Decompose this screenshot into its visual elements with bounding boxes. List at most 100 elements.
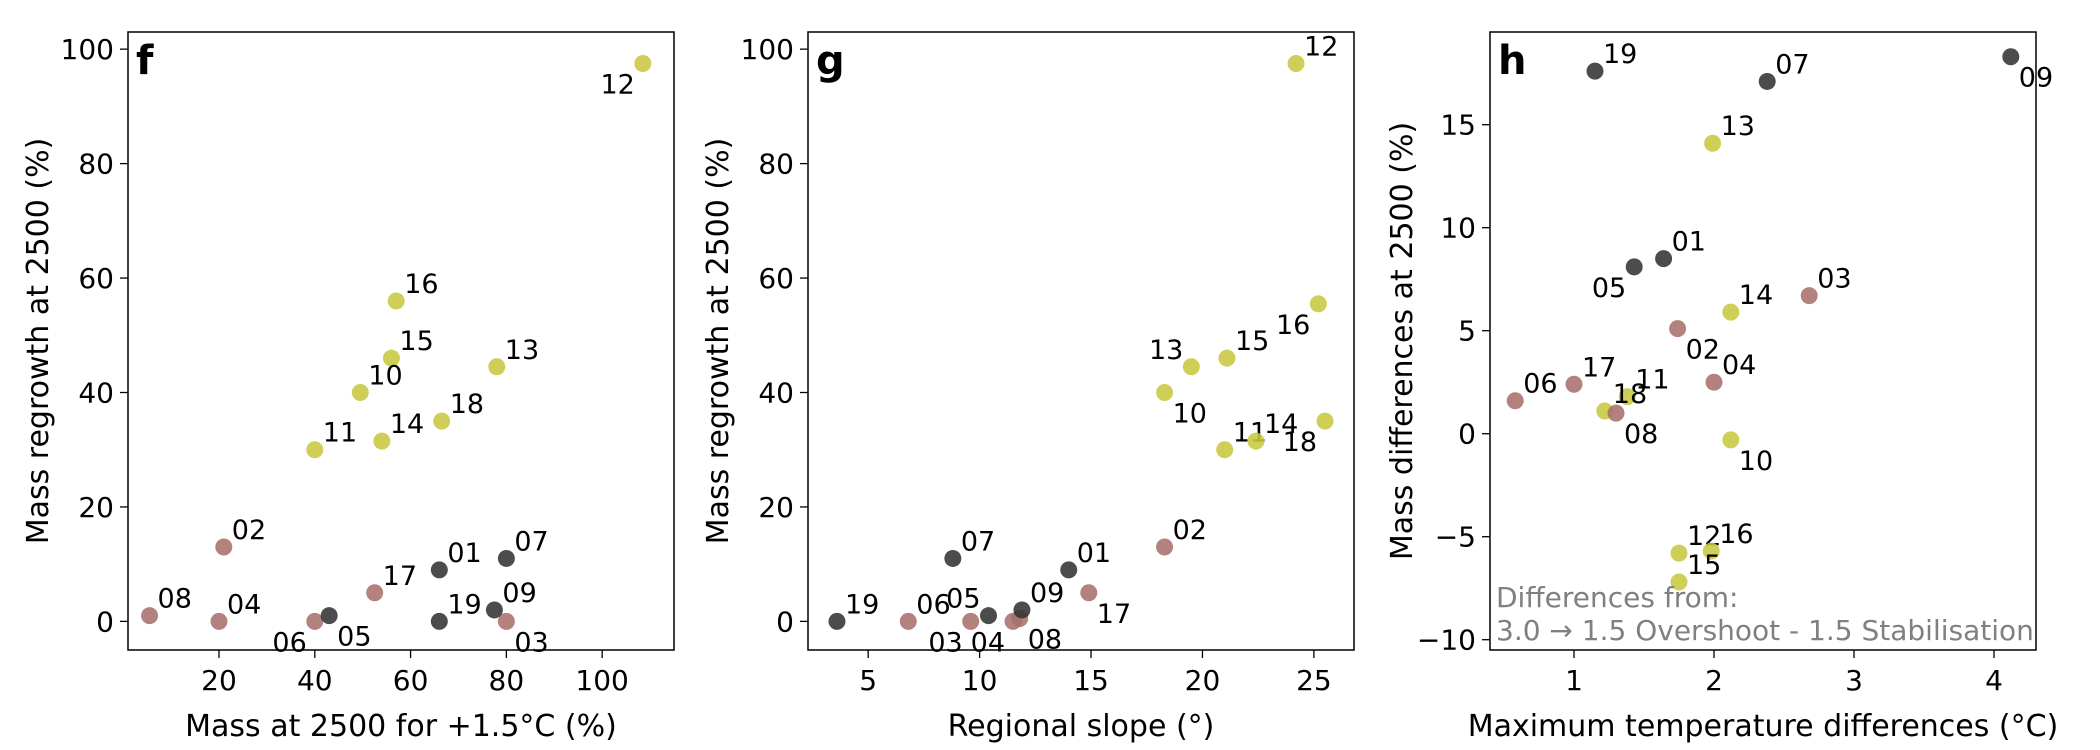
y-tick: 60: [758, 262, 808, 295]
x-tick-label: 15: [1073, 664, 1109, 697]
point-label-16: 16: [1276, 310, 1310, 341]
point-label-04: 04: [227, 589, 261, 620]
x-tick: 4: [1985, 650, 2003, 697]
y-tick-label: 60: [758, 262, 794, 295]
data-point-18: [1316, 412, 1334, 430]
x-tick-label: 80: [489, 664, 525, 697]
annotation-line-1: Differences from:: [1496, 581, 1738, 614]
point-label-19: 19: [447, 589, 481, 620]
data-point-07: [1758, 72, 1776, 90]
x-tick: 80: [489, 650, 525, 697]
point-label-07: 07: [961, 526, 995, 557]
x-tick-label: 20: [1185, 664, 1221, 697]
x-axis-label: Maximum temperature differences (°C): [1468, 709, 2059, 744]
y-axis-label: Mass differences at 2500 (%): [1385, 122, 1420, 560]
x-tick: 10: [962, 650, 998, 697]
data-point-02: [1669, 320, 1687, 338]
point-label-13: 13: [1149, 335, 1183, 366]
point-label-06: 06: [272, 627, 306, 658]
data-point-11: [1216, 441, 1234, 459]
point-label-10: 10: [1173, 399, 1207, 430]
data-point-12: [1670, 544, 1688, 562]
y-tick: 100: [741, 33, 808, 66]
x-tick-label: 5: [859, 664, 877, 697]
point-label-01: 01: [1077, 538, 1111, 569]
data-point-08: [141, 607, 159, 625]
data-point-19: [430, 612, 448, 630]
y-tick: −5: [1435, 521, 1490, 554]
point-label-08: 08: [1624, 419, 1658, 450]
data-point-13: [1182, 358, 1200, 376]
data-point-11: [1618, 388, 1636, 406]
y-tick: 60: [78, 262, 128, 295]
annotation-line-2: 3.0 → 1.5 Overshoot - 1.5 Stabilisation: [1496, 614, 2034, 647]
data-point-04: [1705, 373, 1723, 391]
y-tick: 20: [78, 491, 128, 524]
x-tick-label: 1: [1565, 664, 1583, 697]
point-label-14: 14: [1264, 409, 1298, 440]
point-label-12: 12: [601, 69, 635, 100]
x-tick-label: 25: [1296, 664, 1332, 697]
x-tick-label: 10: [962, 664, 998, 697]
x-tick: 100: [575, 650, 629, 697]
data-point-06: [899, 612, 917, 630]
data-point-07: [944, 549, 962, 567]
data-point-09: [485, 601, 503, 619]
point-label-02: 02: [1173, 515, 1207, 546]
data-point-01: [1655, 250, 1673, 268]
point-label-13: 13: [1721, 111, 1755, 142]
data-point-17: [1565, 375, 1583, 393]
data-point-09: [1013, 601, 1031, 619]
point-label-13: 13: [505, 335, 539, 366]
y-tick: 20: [758, 491, 808, 524]
data-point-19: [828, 612, 846, 630]
point-label-06: 06: [1523, 369, 1557, 400]
point-label-09: 09: [502, 578, 536, 609]
x-tick: 20: [201, 650, 237, 697]
x-tick: 3: [1845, 650, 1863, 697]
point-label-04: 04: [971, 627, 1005, 658]
point-label-15: 15: [399, 326, 433, 357]
point-label-03: 03: [1817, 264, 1851, 295]
y-tick-label: 60: [78, 262, 114, 295]
x-tick: 25: [1296, 650, 1332, 697]
data-point-04: [210, 612, 228, 630]
y-tick-label: 80: [758, 148, 794, 181]
data-point-10: [351, 384, 369, 401]
data-point-08: [1607, 404, 1625, 422]
y-tick-label: 20: [758, 491, 794, 524]
plot-frame: [807, 31, 1355, 651]
data-point-12: [1287, 54, 1305, 72]
point-label-17: 17: [1097, 599, 1131, 630]
point-label-01: 01: [1672, 227, 1706, 258]
y-tick-label: 0: [776, 605, 794, 638]
point-label-16: 16: [1719, 519, 1753, 550]
x-tick: 15: [1073, 650, 1109, 697]
point-label-18: 18: [450, 389, 484, 420]
point-label-11: 11: [1635, 365, 1669, 396]
point-label-02: 02: [232, 515, 266, 546]
data-point-13: [488, 358, 506, 376]
y-tick: 40: [78, 377, 128, 410]
point-label-06: 06: [916, 589, 950, 620]
y-tick-label: −5: [1435, 521, 1476, 554]
data-point-15: [1670, 573, 1688, 591]
y-axis-label: Mass regrowth at 2500 (%): [701, 138, 736, 545]
data-point-10: [1156, 384, 1174, 401]
x-tick: 20: [1185, 650, 1221, 697]
data-point-12: [634, 54, 652, 72]
x-tick: 60: [393, 650, 428, 697]
data-point-03: [1800, 287, 1818, 305]
data-point-17: [1080, 584, 1098, 602]
point-label-16: 16: [404, 269, 438, 300]
data-point-02: [215, 538, 233, 556]
y-tick-label: 0: [1458, 418, 1476, 451]
point-label-09: 09: [2019, 63, 2053, 94]
y-tick-label: −10: [1417, 624, 1476, 657]
data-point-15: [1218, 349, 1236, 367]
data-point-02: [1156, 538, 1174, 556]
y-tick: 15: [1440, 109, 1490, 142]
y-tick-label: 100: [741, 33, 794, 66]
